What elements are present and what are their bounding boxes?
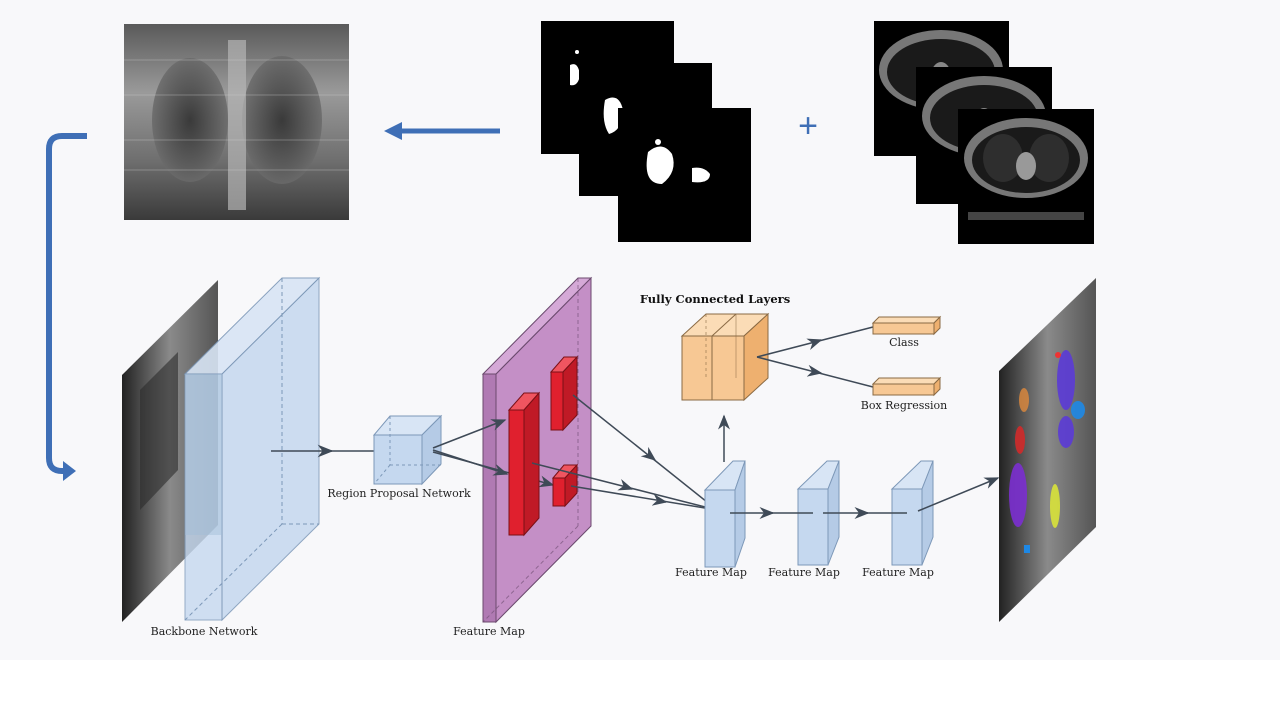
- feature-map-block-2: [796, 460, 840, 566]
- fully-connected-block: [680, 312, 770, 402]
- feedback-arrow: [46, 133, 87, 481]
- fully-connected-layers-title: Fully Connected Layers: [640, 292, 790, 306]
- ct-slice-stack: [874, 21, 1094, 244]
- plus-sign: +: [798, 107, 818, 145]
- region-proposal-network-cube: [372, 414, 443, 486]
- roi-box: [551, 463, 579, 508]
- class-output-bar: [871, 315, 942, 336]
- connectors-roi-featuremap: [531, 394, 718, 511]
- box-regression-output-bar: [871, 376, 942, 397]
- backbone-network-label: Backbone Network: [151, 625, 258, 638]
- roi-box: [549, 355, 579, 432]
- roi-box: [507, 391, 541, 537]
- drr-xray-image: [124, 24, 349, 220]
- connectors-fc-outputs: [756, 326, 874, 388]
- feature-map-1-label: Feature Map: [675, 566, 747, 579]
- backbone-network-block: [183, 276, 321, 622]
- feature-map-2-label: Feature Map: [768, 566, 840, 579]
- feature-map-block-1: [703, 460, 746, 568]
- class-label: Class: [889, 336, 919, 349]
- arrow-to-drr: [384, 122, 500, 140]
- feature-map-3-label: Feature Map: [862, 566, 934, 579]
- output-segmented-xray: [999, 278, 1096, 622]
- segmentation-mask-stack: [541, 21, 751, 242]
- feature-map-block-3: [890, 460, 934, 566]
- region-proposal-network-label: Region Proposal Network: [327, 487, 471, 500]
- ct-slice: [958, 109, 1094, 244]
- feature-map-main-label: Feature Map: [453, 625, 525, 638]
- connectors-featuremap-chain: [730, 477, 1000, 519]
- box-regression-label: Box Regression: [861, 399, 948, 412]
